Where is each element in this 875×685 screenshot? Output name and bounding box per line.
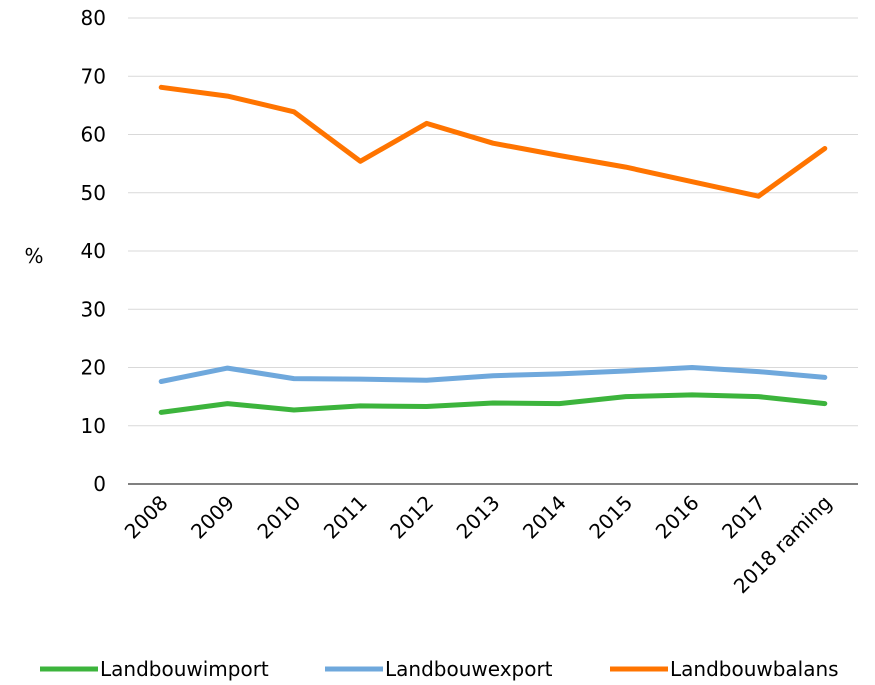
y-tick-label: 80 <box>81 6 106 30</box>
y-tick-label: 40 <box>81 239 106 263</box>
x-tick-label: 2016 <box>651 491 704 544</box>
x-tick-label: 2010 <box>252 491 305 544</box>
y-axis-ticks: 0 10 20 30 40 50 60 70 80 <box>81 6 106 496</box>
legend-label: Landbouwbalans <box>670 657 839 681</box>
x-tick-label: 2013 <box>452 491 505 544</box>
x-tick-label: 2012 <box>385 491 438 544</box>
x-tick-label: 2009 <box>186 491 239 544</box>
x-tick-label: 2015 <box>584 491 637 544</box>
x-tick-label: 2017 <box>717 491 770 544</box>
gridlines <box>128 17 858 485</box>
series-line-landbouwexport <box>158 365 828 384</box>
y-tick-label: 50 <box>81 181 106 205</box>
legend-label: Landbouwexport <box>385 657 553 681</box>
y-tick-label: 60 <box>81 123 106 147</box>
y-tick-label: 10 <box>81 414 106 438</box>
y-axis-label: % <box>24 244 43 268</box>
x-axis-ticks: 2008 2009 2010 2011 2012 2013 2014 2015 2016 2017… <box>120 491 837 599</box>
x-tick-label: 2014 <box>518 491 571 544</box>
legend: Landbouwimport Landbouwexport Landbouwbala… <box>40 657 839 681</box>
series-line-landbouwimport <box>158 392 828 415</box>
series-line-landbouwbalans <box>158 84 828 199</box>
x-tick-label: 2008 <box>120 491 173 544</box>
y-tick-label: 30 <box>81 297 106 321</box>
y-tick-label: 20 <box>81 356 106 380</box>
x-tick-label: 2011 <box>319 491 372 544</box>
legend-label: Landbouwimport <box>100 657 269 681</box>
y-tick-label: 70 <box>81 64 106 88</box>
y-tick-label: 0 <box>93 472 106 496</box>
series-lines <box>158 84 828 415</box>
